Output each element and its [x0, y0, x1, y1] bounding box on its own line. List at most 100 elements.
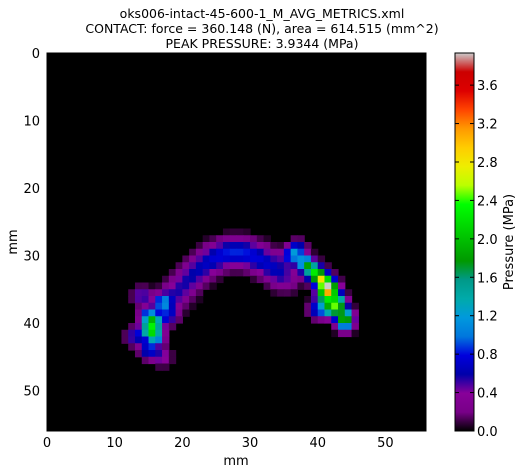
- heat-cell: [162, 356, 170, 365]
- heat-cell: [331, 296, 339, 304]
- heat-cell: [182, 275, 190, 284]
- heat-cell: [270, 262, 278, 270]
- heat-cell: [310, 316, 319, 324]
- heat-cell: [162, 336, 170, 344]
- x-tick-label: 20: [174, 436, 191, 451]
- heat-cell: [351, 323, 359, 331]
- colorbar: [454, 52, 475, 432]
- heat-cell: [263, 242, 271, 250]
- heat-cell: [297, 235, 305, 243]
- heat-cell: [344, 289, 353, 297]
- heat-cell: [229, 262, 238, 270]
- heat-cell: [229, 269, 238, 277]
- heat-cell: [236, 269, 244, 277]
- heat-cell: [182, 255, 190, 263]
- heat-cell: [189, 282, 197, 290]
- heat-cell: [304, 282, 312, 290]
- heat-cell: [141, 289, 150, 297]
- heat-cell: [128, 296, 136, 304]
- heat-cell: [148, 282, 156, 290]
- heat-cell: [324, 302, 332, 311]
- heat-cell: [317, 262, 326, 270]
- colorbar-label: Pressure (MPa): [502, 194, 517, 290]
- heat-cell: [162, 323, 170, 331]
- heat-cell: [209, 255, 217, 263]
- heat-cell: [263, 262, 271, 270]
- heat-cell: [141, 336, 150, 344]
- y-tick-label: 10: [23, 115, 40, 130]
- heat-cell: [195, 289, 204, 297]
- heat-cell: [134, 336, 143, 344]
- heat-cell: [331, 323, 339, 331]
- heat-cell: [236, 235, 244, 243]
- heat-cell: [270, 282, 278, 290]
- heat-cell: [283, 255, 292, 263]
- heat-cell: [182, 282, 190, 290]
- heat-cell: [290, 248, 299, 257]
- heat-cell: [155, 336, 163, 344]
- heat-cell: [148, 343, 156, 351]
- heat-cell: [324, 316, 332, 324]
- heat-cell: [202, 262, 211, 270]
- heat-cell: [182, 289, 190, 297]
- heat-cell: [243, 269, 251, 277]
- heat-cell: [168, 323, 177, 331]
- heat-cell: [344, 323, 353, 331]
- heat-cell: [310, 296, 319, 304]
- heat-cell: [162, 296, 170, 304]
- heat-cell: [297, 262, 305, 270]
- colorbar-ticks: 0.0 0.4 0.8 1.2 1.6 2.0 2.4 2.8 3.2 3.6: [455, 79, 498, 440]
- heat-cell: [182, 296, 190, 304]
- heat-cell: [189, 289, 197, 297]
- heat-cell: [202, 248, 211, 257]
- colorbar-tick-label: 3.2: [477, 118, 498, 133]
- heat-cell: [290, 289, 299, 297]
- heat-cell: [202, 255, 211, 263]
- heat-cell: [175, 296, 183, 304]
- heat-cell: [134, 289, 143, 297]
- x-tick-label: 50: [377, 436, 394, 451]
- x-tick-label: 10: [106, 436, 123, 451]
- heat-cell: [216, 242, 224, 250]
- heat-cell: [338, 316, 346, 324]
- heat-cell: [209, 269, 217, 277]
- heat-cell: [310, 275, 319, 284]
- heat-cell: [155, 356, 163, 365]
- colorbar-tick-label: 0.8: [477, 348, 498, 363]
- heat-cell: [128, 343, 136, 351]
- heat-cell: [162, 343, 170, 351]
- heat-cell: [250, 235, 258, 243]
- heat-cell: [236, 242, 244, 250]
- heat-cell: [324, 275, 332, 284]
- heat-cell: [155, 309, 163, 317]
- heat-cell: [134, 296, 143, 304]
- heat-cell: [141, 343, 150, 351]
- heat-cell: [216, 275, 224, 284]
- heat-cell: [256, 248, 265, 257]
- heat-cell: [290, 269, 299, 277]
- heat-cell: [310, 269, 319, 277]
- heat-cell: [175, 282, 183, 290]
- heat-cell: [344, 309, 353, 317]
- chart-title-line-2: CONTACT: force = 360.148 (N), area = 614…: [85, 21, 439, 36]
- heat-cell: [148, 296, 156, 304]
- heat-cell: [209, 242, 217, 250]
- heat-cell: [222, 242, 231, 250]
- y-tick-label: 0: [32, 47, 40, 62]
- heat-cell: [277, 282, 285, 290]
- heat-cell: [290, 255, 299, 263]
- heat-cell: [209, 235, 217, 243]
- heat-cell: [229, 255, 238, 263]
- heat-cell: [162, 289, 170, 297]
- heat-cell: [148, 316, 156, 324]
- heat-cell: [270, 248, 278, 257]
- heat-cell: [304, 242, 312, 250]
- heat-cell: [155, 296, 163, 304]
- heat-cell: [277, 289, 285, 297]
- heat-cell: [250, 255, 258, 263]
- chart-title-line-1: oks006-intact-45-600-1_M_AVG_METRICS.xml: [119, 6, 405, 21]
- heat-cell: [256, 262, 265, 270]
- heat-cell: [189, 296, 197, 304]
- heat-cell: [243, 262, 251, 270]
- heat-cell: [324, 282, 332, 290]
